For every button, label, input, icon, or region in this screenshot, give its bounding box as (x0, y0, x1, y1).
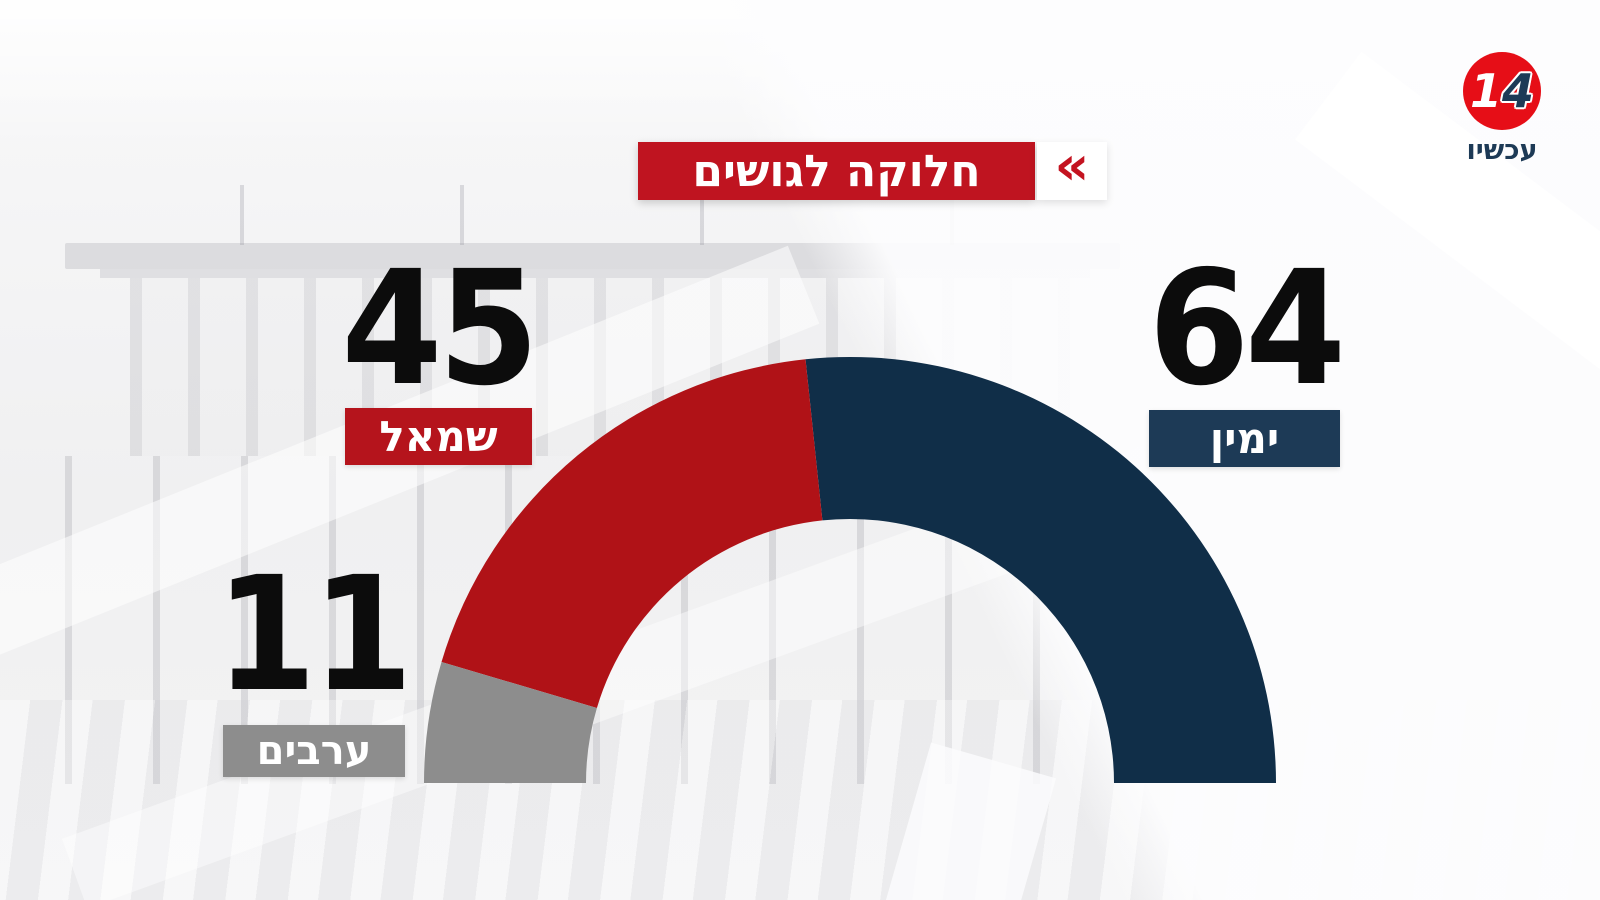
arab-bloc-seats: 11 (112, 556, 512, 714)
right-bloc-label: ימין (1209, 414, 1280, 463)
left-bloc-label: שמאל (379, 412, 498, 461)
arab-bloc-tag: ערבים (223, 725, 405, 777)
title-chevron-box: « (1037, 134, 1107, 200)
logo-digit-4: 4 (1502, 64, 1535, 118)
logo-14-icon: 1 4 (1463, 52, 1541, 130)
arab-bloc-label: ערבים (256, 728, 372, 774)
chevrons-icon: « (1054, 134, 1090, 197)
left-bloc-seats-value: 45 (341, 237, 539, 421)
title-banner: חלוקה לגושים (638, 142, 1035, 200)
logo-word: עכשיו (1466, 135, 1538, 166)
right-bloc-seats-value: 64 (1148, 237, 1346, 421)
left-bloc-tag: שמאל (345, 408, 532, 465)
arab-bloc-seats-value: 11 (215, 543, 413, 727)
page-title: חלוקה לגושים (692, 145, 981, 197)
channel-14-logo: 1 4 עכשיו (1452, 52, 1552, 166)
left-bloc-seats: 45 (238, 250, 638, 408)
logo-digit-1: 1 (1469, 64, 1502, 118)
right-bloc-tag: ימין (1149, 410, 1340, 467)
right-bloc-seats: 64 (1045, 250, 1445, 408)
